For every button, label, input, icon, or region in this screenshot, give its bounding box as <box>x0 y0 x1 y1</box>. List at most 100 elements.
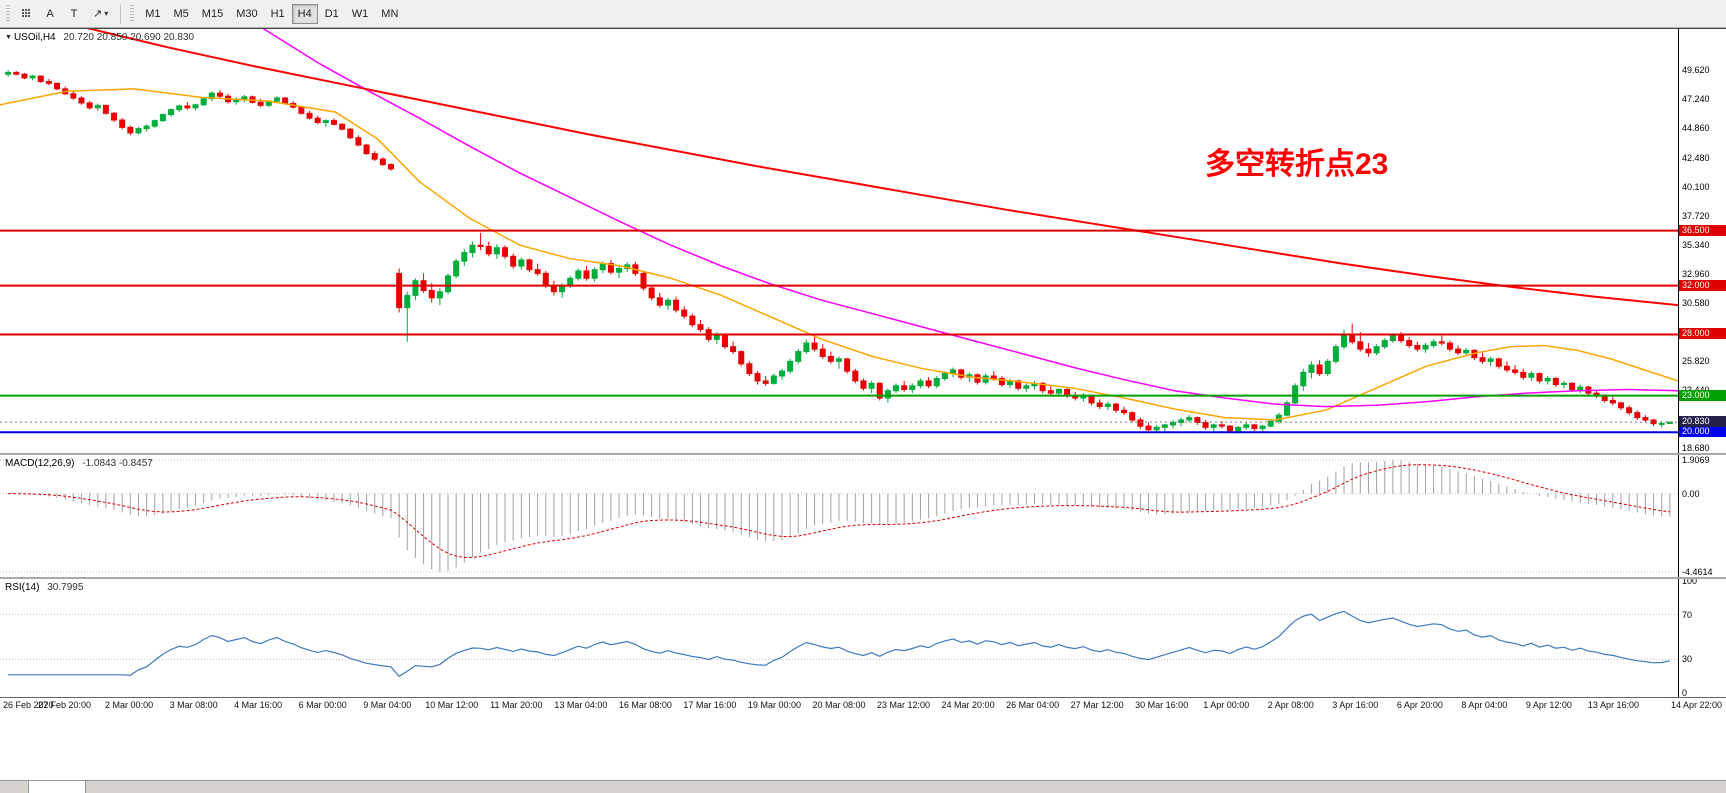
timeframe-button-M30[interactable]: M30 <box>230 4 263 24</box>
rsi-line <box>8 610 1671 678</box>
pane-splitter[interactable] <box>0 577 1726 579</box>
rsi-header: RSI(14) 30.7995 <box>5 582 83 593</box>
timeframe-button-M15[interactable]: M15 <box>196 4 229 24</box>
price-level-badge: 28.000 <box>1679 328 1726 340</box>
rsi-pane[interactable]: 100 70 30 0 RSI(14) 30.7995 <box>0 579 1726 697</box>
time-axis-label: 17 Mar 16:00 <box>683 700 737 710</box>
ma-mid-magenta <box>262 29 1678 408</box>
chart-tabs-bar <box>0 780 1726 793</box>
time-axis-label: 11 Mar 20:00 <box>490 700 543 710</box>
axis-tick: 100 <box>1682 579 1698 586</box>
macd-values: -1.0843 -0.8457 <box>82 458 153 469</box>
arrow-tools-dropdown[interactable]: ↗ ▾ <box>87 4 114 24</box>
axis-tick: 35.340 <box>1682 239 1710 250</box>
price-pane[interactable]: 49.620 47.240 44.860 42.480 40.100 37.720 35.3… <box>0 29 1726 453</box>
toolbar-grip <box>6 4 10 23</box>
cursor-text-button[interactable]: A <box>39 4 61 24</box>
text-label-button[interactable]: T <box>63 4 85 24</box>
axis-tick: 42.480 <box>1682 152 1710 163</box>
symbol-timeframe-label: USOil,H4 <box>13 32 56 43</box>
axis-tick: 30.580 <box>1682 297 1710 308</box>
price-level-badge: 36.500 <box>1679 224 1726 236</box>
rsi-plot-svg <box>0 610 1678 678</box>
price-level-badge: 23.000 <box>1679 389 1726 401</box>
time-axis-label: 26 Mar 04:00 <box>1006 700 1060 710</box>
time-axis-label: 13 Mar 04:00 <box>554 700 608 710</box>
axis-tick: -4.4614 <box>1682 566 1713 577</box>
ma-fast-orange <box>0 88 1678 421</box>
arrow-icon: ↗ <box>93 8 103 20</box>
price-axis[interactable]: 49.620 47.240 44.860 42.480 40.100 37.720 35.3… <box>1678 29 1726 453</box>
time-axis-label: 2 Mar 00:00 <box>105 700 154 710</box>
timeframe-button-MN[interactable]: MN <box>375 4 404 24</box>
time-axis-label: 16 Mar 08:00 <box>618 700 672 710</box>
axis-tick: 0.00 <box>1682 488 1700 499</box>
timeframe-button-D1[interactable]: D1 <box>319 4 345 24</box>
axis-tick: 30 <box>1682 654 1693 665</box>
timeframe-button-M1[interactable]: M1 <box>139 4 166 24</box>
axis-tick: 47.240 <box>1682 94 1710 105</box>
time-axis-label: 19 Mar 00:00 <box>747 700 801 710</box>
macd-signal-line <box>8 464 1670 558</box>
timeframe-toolbar: M1 M5 M15 M30 H1 H4 D1 W1 MN <box>139 3 404 24</box>
chevron-down-icon: ▾ <box>104 9 109 18</box>
price-plot-svg <box>0 29 1678 434</box>
axis-tick: 37.720 <box>1682 210 1710 221</box>
time-axis-label: 9 Apr 12:00 <box>1525 700 1572 710</box>
axis-tick: 40.100 <box>1682 181 1710 192</box>
macd-axis: 1.9069 0.00 -4.4614 <box>1678 455 1726 577</box>
time-axis-label: 2 Apr 08:00 <box>1267 700 1314 710</box>
timeframe-button-H1[interactable]: H1 <box>265 4 291 24</box>
timeframe-button-W1[interactable]: W1 <box>346 4 375 24</box>
chart-window: 49.620 47.240 44.860 42.480 40.100 37.720 35.3… <box>0 28 1726 793</box>
time-axis-label: 24 Mar 20:00 <box>941 700 995 710</box>
chart-annotation: 多空转折点23 <box>1205 148 1389 181</box>
chart-tab[interactable] <box>28 781 86 793</box>
chart-symbol-info: ▼ USOil,H4 20.720 20.850 20.690 20.830 <box>5 32 194 43</box>
time-axis-label: 23 Mar 12:00 <box>877 700 931 710</box>
chart-empty-space <box>0 712 1726 780</box>
price-level-badge: 32.000 <box>1679 279 1726 291</box>
price-level-badge: 20.830 <box>1679 416 1726 428</box>
collapse-triangle-icon[interactable]: ▼ <box>5 34 12 41</box>
macd-plot-svg <box>0 459 1678 573</box>
time-axis-label: 1 Apr 00:00 <box>1203 700 1250 710</box>
timeframe-button-H4[interactable]: H4 <box>291 3 318 24</box>
rsi-name-label: RSI(14) <box>5 582 40 593</box>
axis-tick: 32.960 <box>1682 268 1710 279</box>
ohlc-values: 20.720 20.850 20.690 20.830 <box>63 32 195 43</box>
axis-tick: 44.860 <box>1682 123 1710 134</box>
time-axis-label: 8 Apr 04:00 <box>1461 700 1508 710</box>
grid-dots-icon <box>21 9 31 18</box>
time-axis-label: 13 Apr 16:00 <box>1587 700 1639 710</box>
chart-options-button[interactable] <box>15 4 37 24</box>
time-axis-label: 9 Mar 04:00 <box>363 700 412 710</box>
price-level-badge: 20.000 <box>1679 426 1726 438</box>
axis-tick: 0 <box>1682 688 1688 697</box>
axis-tick: 18.680 <box>1682 443 1710 453</box>
time-axis-label: 27 Feb 20:00 <box>38 700 92 710</box>
toolbar-separator <box>120 3 122 24</box>
axis-tick: 25.820 <box>1682 356 1710 367</box>
time-axis-label: 14 Apr 22:00 <box>1670 700 1722 710</box>
time-axis-label: 6 Apr 20:00 <box>1396 700 1443 710</box>
ma-slow-red <box>86 29 1678 307</box>
time-axis-label: 27 Mar 12:00 <box>1070 700 1124 710</box>
time-axis-label: 6 Mar 00:00 <box>298 700 347 710</box>
time-axis-label: 3 Mar 08:00 <box>169 700 218 710</box>
time-axis-label: 20 Mar 08:00 <box>812 700 866 710</box>
rsi-value: 30.7995 <box>47 582 84 593</box>
time-axis-label: 3 Apr 16:00 <box>1332 700 1379 710</box>
pane-splitter[interactable] <box>0 453 1726 455</box>
macd-pane[interactable]: 1.9069 0.00 -4.4614 MACD(12,26,9) -1.0843 … <box>0 455 1726 577</box>
time-axis-label: 4 Mar 16:00 <box>234 700 283 710</box>
toolbar: A T ↗ ▾ M1 M5 M15 M30 H1 H4 D1 W1 MN <box>0 0 1726 28</box>
timeframe-button-M5[interactable]: M5 <box>168 4 195 24</box>
rsi-axis: 100 70 30 0 <box>1678 579 1726 697</box>
time-axis-label: 26 Feb 2020 <box>3 700 54 710</box>
axis-tick: 70 <box>1682 609 1693 620</box>
time-axis[interactable]: 26 Feb 2020 27 Feb 20:00 2 Mar 00:00 3 Mar … <box>0 697 1726 712</box>
time-axis-label: 30 Mar 16:00 <box>1135 700 1189 710</box>
axis-tick: 1.9069 <box>1682 455 1710 466</box>
toolbar-grip <box>130 4 135 23</box>
